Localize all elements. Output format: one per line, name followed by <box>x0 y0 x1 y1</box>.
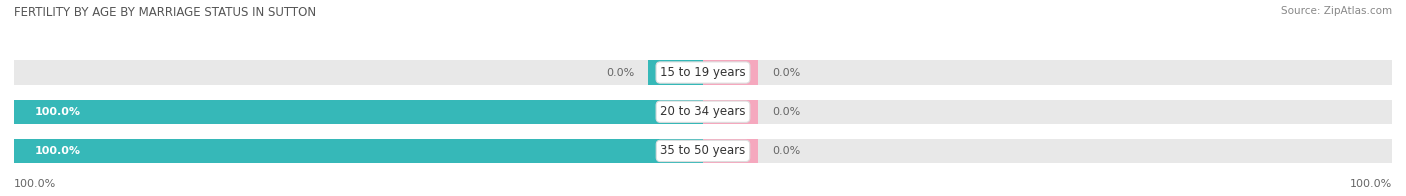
Bar <box>14 139 703 163</box>
Text: 15 to 19 years: 15 to 19 years <box>661 66 745 79</box>
Text: FERTILITY BY AGE BY MARRIAGE STATUS IN SUTTON: FERTILITY BY AGE BY MARRIAGE STATUS IN S… <box>14 6 316 19</box>
Bar <box>648 60 703 85</box>
Bar <box>14 60 1392 85</box>
Text: 20 to 34 years: 20 to 34 years <box>661 105 745 118</box>
Text: 0.0%: 0.0% <box>772 107 800 117</box>
Text: 100.0%: 100.0% <box>35 146 80 156</box>
Bar <box>703 139 758 163</box>
Bar <box>14 100 703 124</box>
Bar <box>14 139 1392 163</box>
Text: 0.0%: 0.0% <box>606 67 634 78</box>
Text: 35 to 50 years: 35 to 50 years <box>661 144 745 157</box>
Bar <box>14 100 1392 124</box>
Text: 100.0%: 100.0% <box>35 107 80 117</box>
Bar <box>703 60 758 85</box>
Text: Source: ZipAtlas.com: Source: ZipAtlas.com <box>1281 6 1392 16</box>
Text: 100.0%: 100.0% <box>1350 179 1392 189</box>
Text: 100.0%: 100.0% <box>14 179 56 189</box>
Text: 0.0%: 0.0% <box>772 67 800 78</box>
Text: 0.0%: 0.0% <box>772 146 800 156</box>
Bar <box>703 100 758 124</box>
